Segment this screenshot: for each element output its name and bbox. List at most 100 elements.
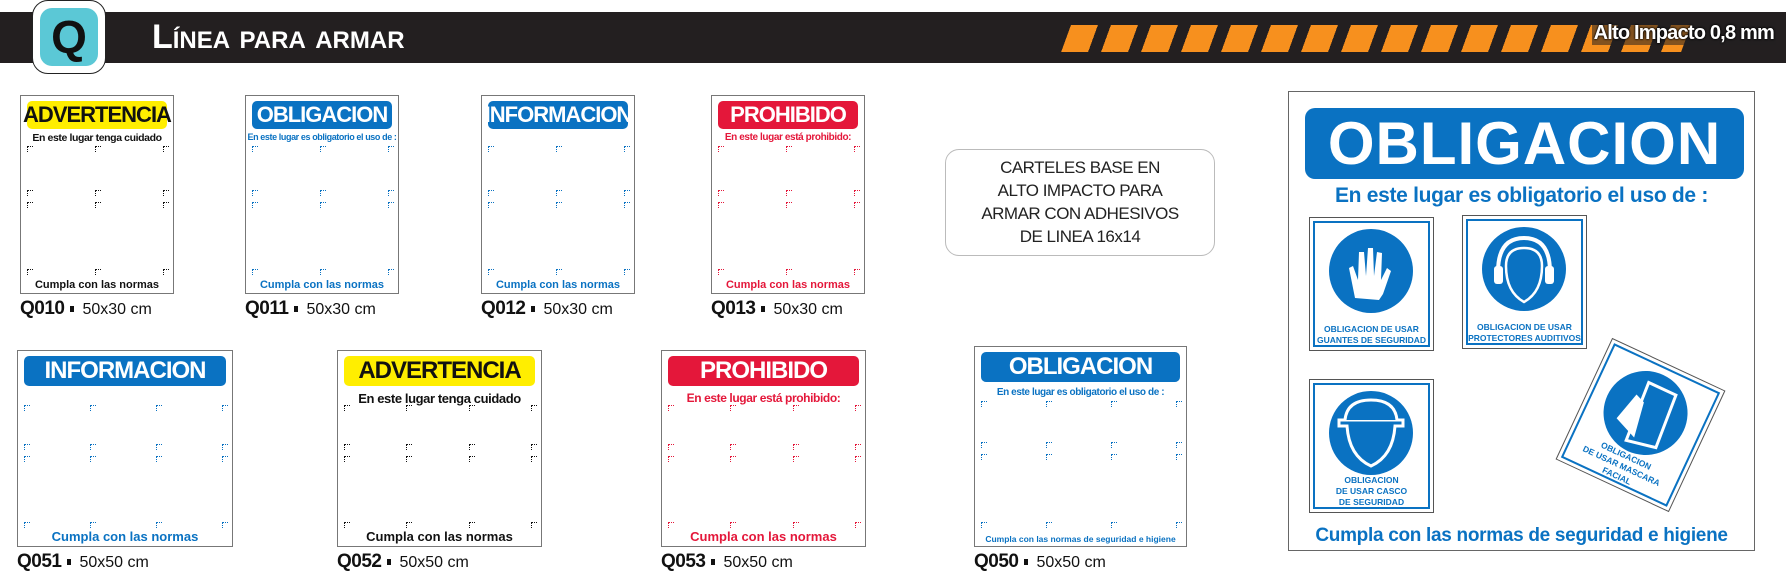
crop-mark (24, 405, 30, 411)
crop-mark (222, 443, 228, 450)
sign-footer: Cumpla con las normas (495, 279, 621, 291)
crop-mark (24, 443, 30, 450)
crop-mark (320, 146, 326, 152)
crop-mark (624, 189, 630, 196)
crop-mark (252, 146, 258, 152)
crop-mark (1176, 401, 1182, 407)
sign-subtitle: En este lugar es obligatorio el uso de : (247, 132, 397, 142)
crop-mark (792, 405, 799, 411)
crop-mark (531, 443, 537, 450)
sign-code: Q052 (337, 551, 382, 572)
crop-mark (556, 201, 562, 208)
crop-mark (981, 522, 987, 528)
crop-mark (556, 146, 562, 152)
sign-q052[interactable]: ADVERTENCIA En este lugar tenga cuidado Cu… (337, 350, 542, 547)
sign-header: INFORMACION (24, 356, 226, 386)
helmet-icon (1329, 391, 1413, 475)
callout-line: CARTELES BASE EN (1000, 158, 1160, 177)
bullet-icon (531, 306, 536, 312)
sign-size: 50x30 cm (773, 301, 843, 318)
sign-code: Q010 (20, 298, 65, 319)
crop-mark (252, 201, 258, 208)
crop-mark (388, 146, 394, 152)
crop-mark (388, 201, 394, 208)
sign-subtitle: En este lugar está prohibido: (724, 132, 852, 143)
crop-mark (468, 443, 475, 450)
sign-header: OBLIGACION (252, 101, 392, 129)
sign-header: ADVERTENCIA (23, 101, 172, 129)
crop-mark (855, 443, 861, 450)
crop-mark (163, 269, 169, 275)
crop-mark (668, 522, 674, 528)
crop-mark (668, 405, 674, 411)
sign-q053[interactable]: PROHIBIDO En este lugar está prohibido: Cu… (661, 350, 866, 547)
crop-mark (855, 522, 861, 528)
crop-mark (27, 146, 33, 152)
sign-header: PROHIBIDO (668, 356, 859, 386)
crop-mark (981, 441, 987, 448)
crop-mark (90, 443, 96, 450)
page-title: Línea para armar (152, 18, 405, 56)
bullet-icon (67, 559, 72, 565)
crop-mark (854, 269, 860, 275)
crop-mark (222, 455, 228, 462)
sign-q012[interactable]: INFORMACION Cumpla con las normas (481, 95, 635, 294)
crop-mark (406, 405, 413, 411)
crop-mark (388, 269, 394, 275)
crop-mark (718, 146, 724, 152)
crop-mark (792, 522, 799, 528)
crop-mark (27, 189, 33, 196)
crop-mark (786, 201, 792, 208)
crop-mark (163, 146, 169, 152)
example-sign-header: OBLIGACION (1305, 108, 1744, 179)
crop-mark (792, 455, 799, 462)
crop-mark (406, 443, 413, 450)
crop-mark (981, 453, 987, 460)
crop-mark (27, 269, 33, 275)
crop-mark (344, 405, 350, 411)
crop-mark (730, 455, 737, 462)
crop-mark (556, 269, 562, 275)
sign-footer: Cumpla con las normas (725, 279, 851, 291)
crop-mark (1176, 441, 1182, 448)
crop-mark (718, 201, 724, 208)
sign-q011[interactable]: OBLIGACION En este lugar es obligatorio e… (245, 95, 399, 294)
sign-footer: Cumpla con las normas (34, 279, 160, 291)
bullet-icon (1024, 559, 1029, 565)
crop-mark (344, 455, 350, 462)
crop-mark (855, 405, 861, 411)
crop-mark (90, 522, 96, 528)
crop-mark (90, 405, 96, 411)
crop-mark (786, 189, 792, 196)
sign-header: OBLIGACION (981, 352, 1180, 382)
sign-subtitle: En este lugar tenga cuidado (32, 132, 162, 144)
crop-mark (624, 146, 630, 152)
crop-mark (388, 189, 394, 196)
sign-code: Q011 (245, 298, 289, 319)
sign-q013[interactable]: PROHIBIDO En este lugar está prohibido: Cu… (711, 95, 865, 294)
pictogram-gloves: OBLIGACION DE USAR GUANTES DE SEGURIDAD (1309, 217, 1434, 351)
sign-q010[interactable]: ADVERTENCIA En este lugar tenga cuidado Cu… (20, 95, 174, 294)
sign-size: 50x30 cm (306, 301, 376, 318)
bullet-icon (387, 559, 392, 565)
sign-subtitle: En este lugar es obligatorio el uso de : (996, 387, 1165, 398)
example-sign-subtitle: En este lugar es obligatorio el uso de : (1334, 184, 1709, 207)
sign-q051[interactable]: INFORMACION Cumpla con las normas (17, 350, 233, 547)
crop-mark (488, 146, 494, 152)
crop-mark (854, 189, 860, 196)
sign-label: Q052 50x50 cm (337, 551, 469, 573)
sign-q050[interactable]: OBLIGACION En este lugar es obligatorio e… (974, 346, 1187, 547)
sign-size: 50x50 cm (1036, 554, 1106, 571)
crop-mark (1111, 522, 1117, 528)
sign-size: 50x30 cm (543, 301, 613, 318)
sign-size: 50x30 cm (82, 301, 152, 318)
crop-mark (222, 405, 228, 411)
crop-mark (90, 455, 96, 462)
sign-label: Q051 50x50 cm (17, 551, 149, 573)
material-label: Alto Impacto 0,8 mm (1591, 22, 1776, 45)
crop-mark (786, 146, 792, 152)
sign-header: INFORMACION (484, 101, 632, 129)
crop-mark (718, 269, 724, 275)
crop-mark (981, 401, 987, 407)
pictogram-face-shield: OBLIGACION DE USAR MASCARA FACIAL (1555, 337, 1726, 513)
